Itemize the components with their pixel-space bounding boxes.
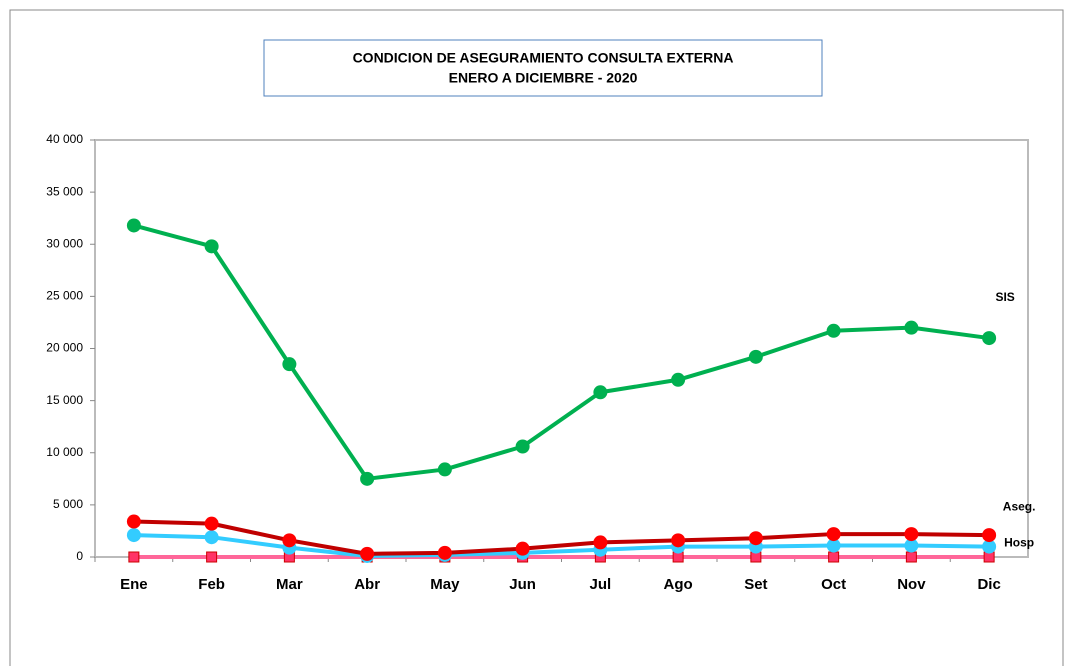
- series-label: Aseg.: [1003, 499, 1036, 513]
- marker: [126, 514, 141, 529]
- marker: [128, 551, 140, 563]
- y-tick-label: 40 000: [46, 132, 83, 146]
- title-box: [263, 39, 823, 97]
- marker: [206, 551, 218, 563]
- y-tick-label: 25 000: [46, 289, 83, 303]
- marker: [826, 538, 841, 553]
- x-tick-label: Jun: [509, 576, 536, 593]
- chart-border: [9, 9, 1064, 666]
- marker: [204, 516, 219, 531]
- x-tick-label: Oct: [821, 576, 846, 593]
- marker: [904, 320, 919, 335]
- marker: [982, 539, 997, 554]
- chart-title: CONDICION DE ASEGURAMIENTO CONSULTA EXTE…: [353, 50, 734, 66]
- x-tick-label: Feb: [198, 576, 225, 593]
- marker: [593, 535, 608, 550]
- marker: [982, 528, 997, 543]
- series-line: [133, 533, 990, 558]
- marker: [282, 533, 297, 548]
- marker: [126, 528, 141, 543]
- y-tick-label: 30 000: [46, 236, 83, 250]
- marker: [826, 527, 841, 542]
- marker: [204, 530, 219, 545]
- marker: [437, 462, 452, 477]
- y-tick-label: 0: [76, 549, 83, 563]
- marker: [671, 533, 686, 548]
- x-tick-label: Ago: [664, 576, 693, 593]
- y-tick-label: 15 000: [46, 393, 83, 407]
- x-tick-label: Ene: [120, 576, 148, 593]
- x-tick-label: Set: [744, 576, 767, 593]
- marker: [515, 439, 530, 454]
- marker: [437, 545, 452, 560]
- chart-subtitle: ENERO A DICIEMBRE - 2020: [449, 70, 638, 86]
- marker: [905, 551, 917, 563]
- marker: [671, 372, 686, 387]
- y-tick-label: 35 000: [46, 184, 83, 198]
- x-tick-label: Jul: [590, 576, 612, 593]
- marker: [204, 239, 219, 254]
- marker: [904, 538, 919, 553]
- marker: [593, 385, 608, 400]
- marker: [826, 323, 841, 338]
- x-tick-label: Nov: [897, 576, 926, 593]
- marker: [748, 349, 763, 364]
- x-tick-label: Mar: [276, 576, 303, 593]
- x-tick-label: Dic: [977, 576, 1000, 593]
- series-label: Hosp: [1004, 536, 1034, 550]
- series-line: [133, 223, 990, 481]
- marker: [748, 531, 763, 546]
- marker: [515, 541, 530, 556]
- marker: [360, 546, 375, 561]
- y-tick-label: 10 000: [46, 445, 83, 459]
- series-label: SIS: [995, 290, 1014, 304]
- marker: [982, 331, 997, 346]
- marker: [282, 357, 297, 372]
- series-line: [133, 519, 990, 556]
- marker: [360, 471, 375, 486]
- marker: [126, 218, 141, 233]
- x-tick-label: May: [430, 576, 460, 593]
- marker: [828, 551, 840, 563]
- y-tick-label: 5 000: [53, 497, 83, 511]
- marker: [904, 527, 919, 542]
- x-tick-label: Abr: [354, 576, 380, 593]
- y-tick-label: 20 000: [46, 341, 83, 355]
